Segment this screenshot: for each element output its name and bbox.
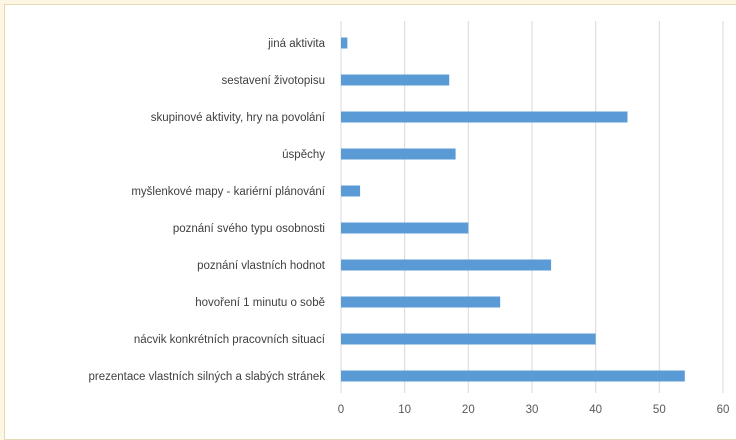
x-tick-label: 0 xyxy=(338,404,344,416)
x-tick-label: 10 xyxy=(398,404,411,416)
bar xyxy=(341,259,552,271)
bar xyxy=(341,296,501,308)
bar xyxy=(341,333,596,345)
bar xyxy=(341,370,685,382)
chart-frame: 0 10 20 30 40 50 60 jiná aktivita sestavení živo… xyxy=(4,4,736,440)
category-label: sestavení životopisu xyxy=(221,75,325,87)
category-label: poznání svého typu osobnosti xyxy=(173,223,325,235)
x-tick-label: 20 xyxy=(462,404,475,416)
category-label: hovoření 1 minutu o sobě xyxy=(195,297,325,309)
category-label: poznání vlastních hodnot xyxy=(197,260,326,272)
x-tick-label: 50 xyxy=(653,404,666,416)
bar xyxy=(341,74,450,86)
category-label: nácvik konkrétních pracovních situací xyxy=(134,334,326,346)
category-label: myšlenkové mapy - kariérní plánování xyxy=(131,186,325,198)
category-label: úspěchy xyxy=(282,149,325,161)
horizontal-bar-chart: 0 10 20 30 40 50 60 jiná aktivita sestavení živo… xyxy=(88,21,730,416)
category-label: jiná aktivita xyxy=(267,38,325,50)
category-label: prezentace vlastních silných a slabých s… xyxy=(88,371,325,383)
bar xyxy=(341,111,628,123)
bar xyxy=(341,37,348,49)
category-label: skupinové aktivity, hry na povolání xyxy=(151,112,326,124)
bar xyxy=(341,185,361,197)
x-tick-label: 40 xyxy=(589,404,602,416)
bar xyxy=(341,222,469,234)
bar xyxy=(341,148,456,160)
x-tick-label: 30 xyxy=(526,404,539,416)
x-tick-label: 60 xyxy=(717,404,730,416)
